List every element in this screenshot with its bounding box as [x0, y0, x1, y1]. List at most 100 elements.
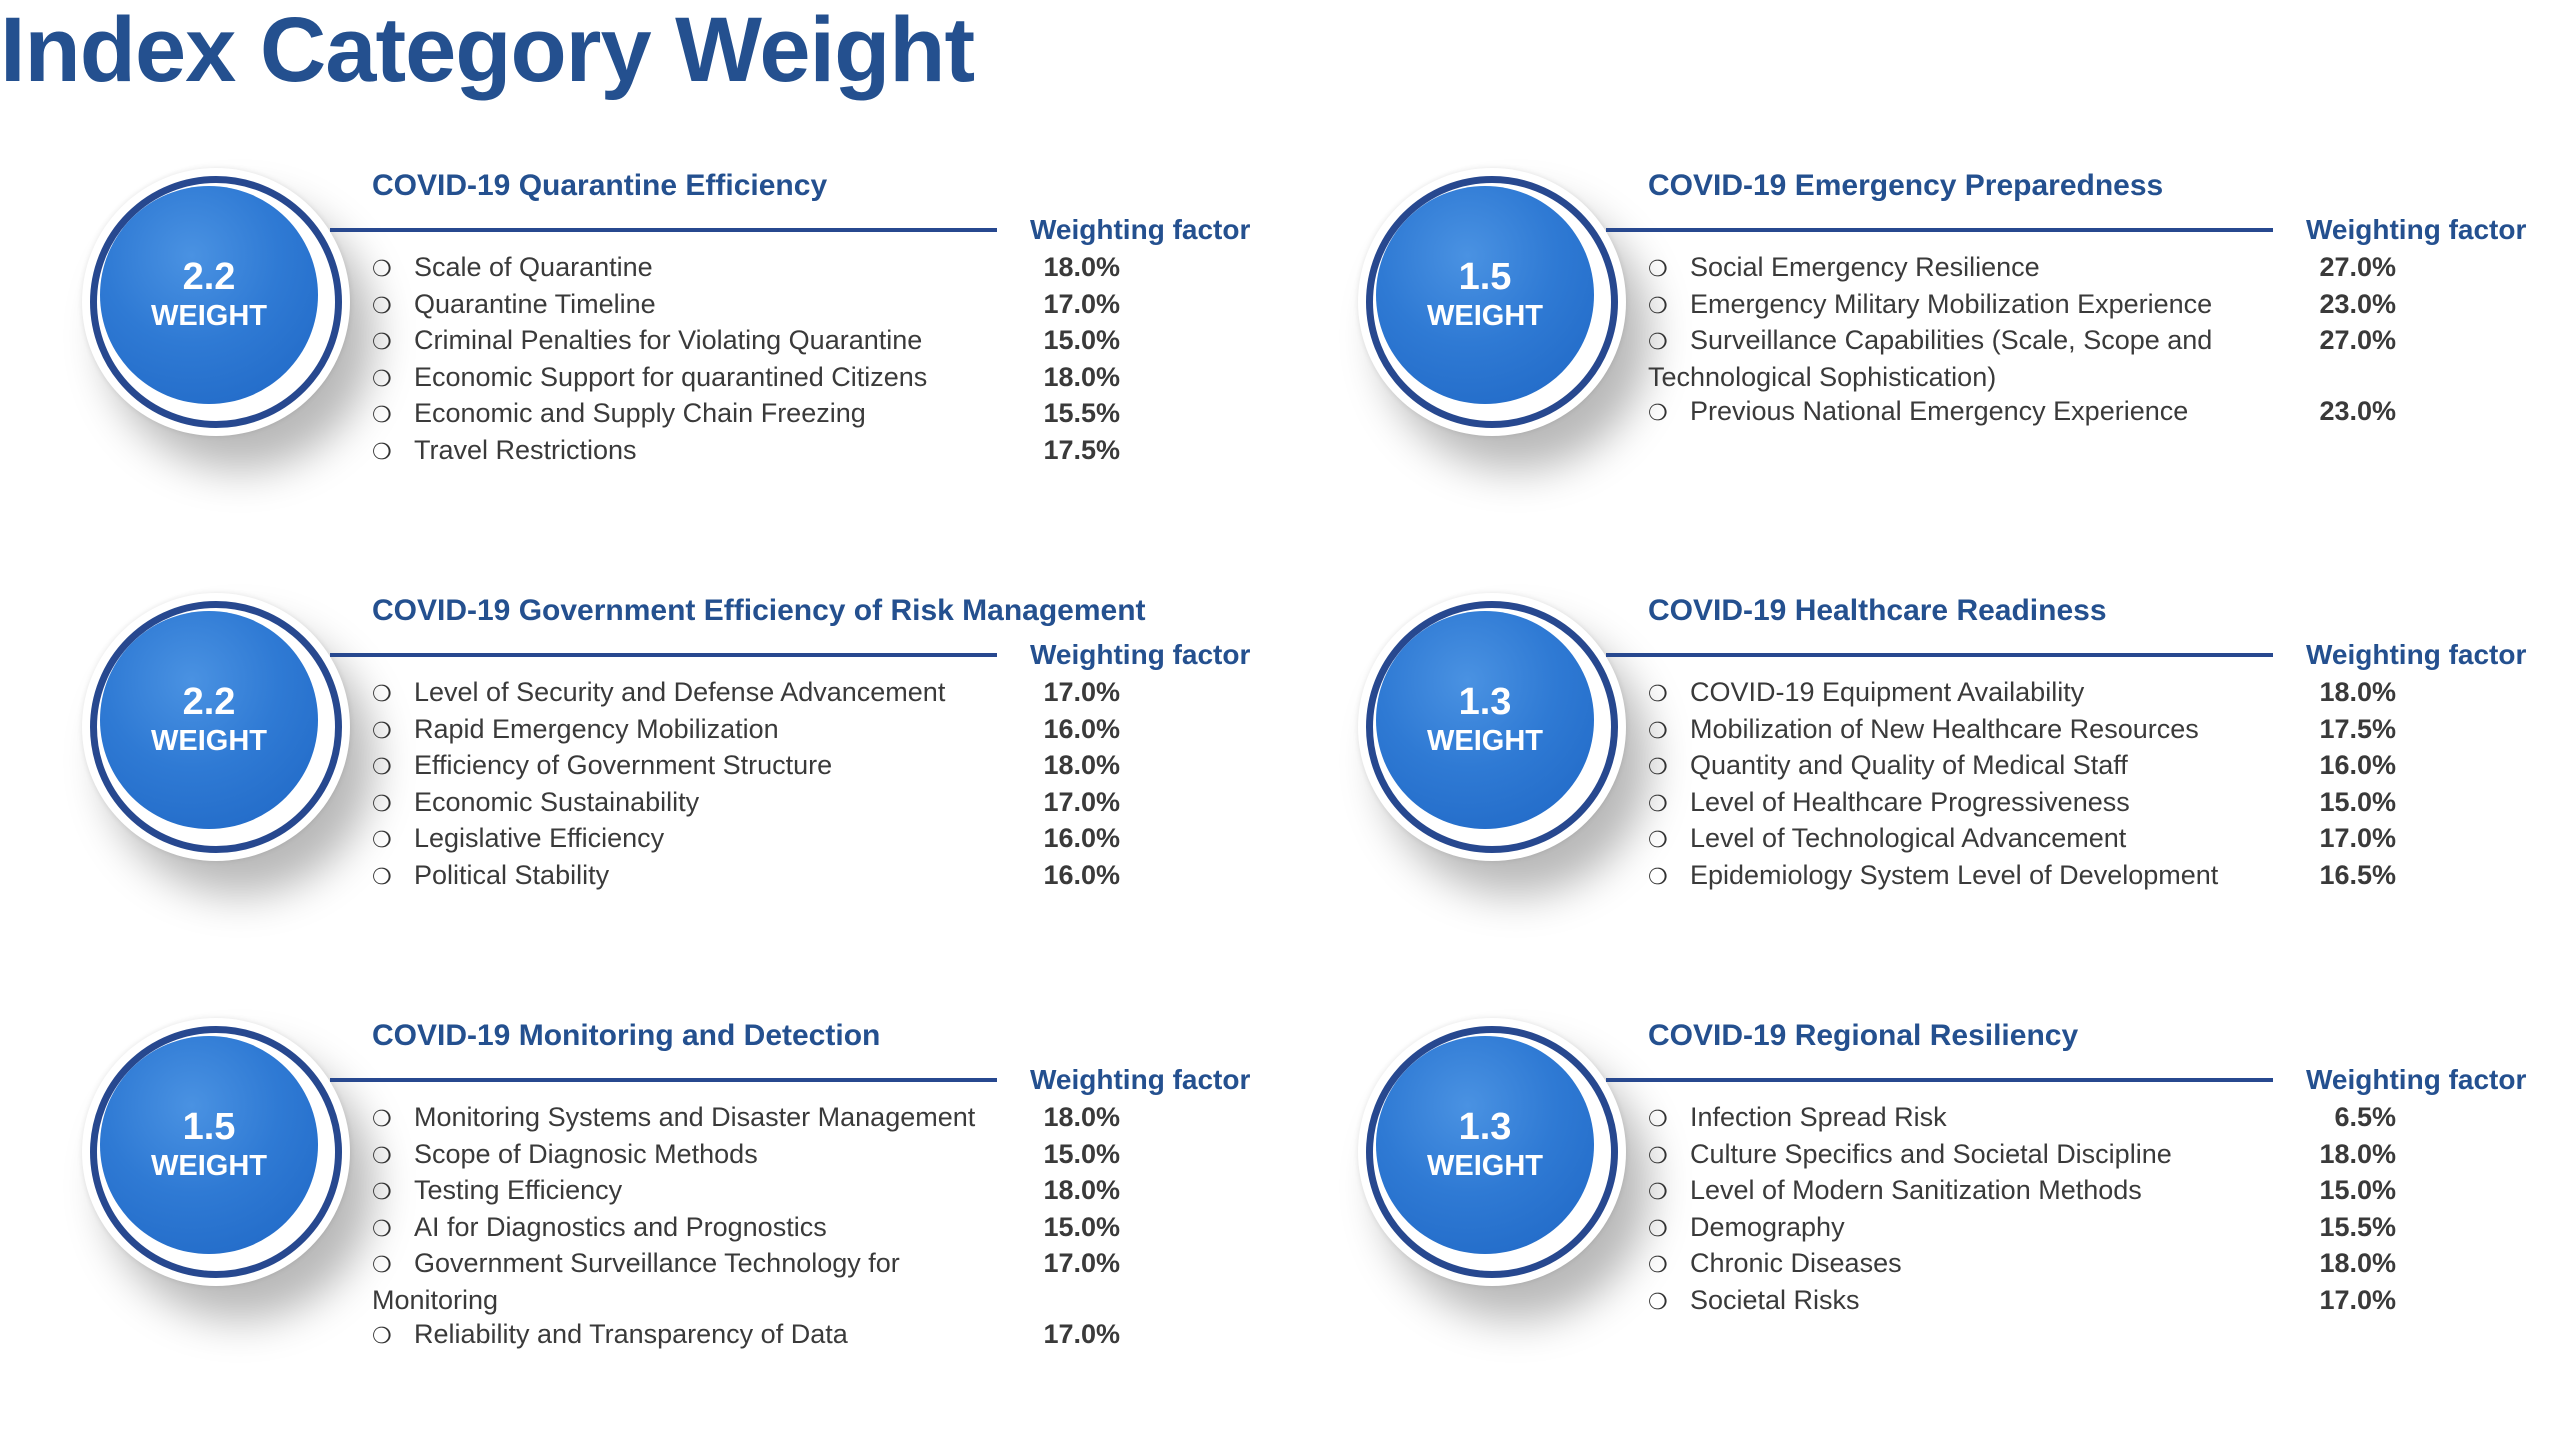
badge-ring: [1366, 1026, 1618, 1278]
item-label-cell: ❍ Legislative Efficiency: [372, 821, 980, 858]
badge-core: 2.2 WEIGHT: [100, 611, 318, 829]
list-item: ❍ Economic Support for quarantined Citize…: [372, 360, 1262, 397]
list-item: ❍ Testing Efficiency 18.0%: [372, 1173, 1262, 1210]
item-value: 18.0%: [1043, 1102, 1120, 1132]
badge-core: 1.3 WEIGHT: [1376, 611, 1594, 829]
item-value: 18.0%: [2319, 677, 2396, 707]
bullet-icon: ❍: [372, 754, 392, 779]
item-value: 17.0%: [2319, 1284, 2396, 1315]
item-label-cell: ❍ Monitoring Systems and Disaster Managem…: [372, 1100, 980, 1137]
list-item: ❍ Criminal Penalties for Violating Quaran…: [372, 323, 1262, 360]
badge-core: 1.5 WEIGHT: [100, 1036, 318, 1254]
list-item: ❍ Efficiency of Government Structure 18.0%: [372, 748, 1262, 785]
weight-badge: 1.3 WEIGHT: [1358, 593, 1626, 861]
factor-list: ❍ Social Emergency Resilience 27.0% ❍ Emerg…: [1648, 250, 2538, 431]
bullet-icon: ❍: [372, 863, 392, 889]
list-item: ❍ Surveillance Capabilities (Scale, Scope…: [1648, 323, 2538, 394]
bullet-icon: ❍: [1648, 717, 1668, 743]
bullet-icon: ❍: [372, 1323, 392, 1348]
item-value: 17.0%: [1043, 1319, 1120, 1349]
item-value: 18.0%: [2319, 1248, 2396, 1278]
item-value: 16.5%: [2319, 859, 2396, 890]
list-item: ❍ Social Emergency Resilience 27.0%: [1648, 250, 2538, 287]
item-label: Quantity and Quality of Medical Staff: [1690, 750, 2128, 780]
bullet-icon: ❍: [372, 717, 392, 743]
item-label: Chronic Diseases: [1690, 1248, 1902, 1278]
bullet-icon: ❍: [1648, 1142, 1668, 1168]
item-label: Quarantine Timeline: [414, 288, 656, 319]
weight-label: WEIGHT: [1427, 300, 1543, 332]
item-label: Scale of Quarantine: [414, 252, 653, 282]
weight-value: 1.5: [182, 1106, 236, 1148]
factor-list: ❍ Level of Security and Defense Advanceme…: [372, 675, 1262, 894]
list-item: ❍ Level of Technological Advancement 17.0%: [1648, 821, 2538, 858]
title-divider: [330, 653, 997, 657]
item-value: 27.0%: [2319, 325, 2396, 355]
item-value: 15.5%: [2319, 1211, 2396, 1242]
list-item: ❍ Political Stability 16.0%: [372, 858, 1262, 895]
list-item: ❍ Economic and Supply Chain Freezing 15.5%: [372, 396, 1262, 433]
item-label-cell: ❍ Epidemiology System Level of Developmen…: [1648, 858, 2256, 895]
item-label-cell: ❍ Economic and Supply Chain Freezing: [372, 396, 980, 433]
item-label: Level of Technological Advancement: [1690, 823, 2127, 853]
list-item: ❍ Quantity and Quality of Medical Staff 16…: [1648, 748, 2538, 785]
item-label-cell: ❍ COVID-19 Equipment Availability: [1648, 675, 2256, 712]
item-label-cell: ❍ Culture Specifics and Societal Discipli…: [1648, 1137, 2256, 1174]
item-label-cell: ❍ Efficiency of Government Structure: [372, 748, 980, 785]
list-item: ❍ Chronic Diseases 18.0%: [1648, 1246, 2538, 1283]
item-value: 23.0%: [2319, 396, 2396, 426]
badge-ring: [1366, 601, 1618, 853]
item-label: Testing Efficiency: [414, 1175, 623, 1205]
item-label: Monitoring Systems and Disaster Manageme…: [414, 1102, 976, 1132]
item-label: Reliability and Transparency of Data: [414, 1319, 848, 1349]
item-label: Economic Sustainability: [414, 786, 700, 817]
weight-badge: 1.5 WEIGHT: [1358, 168, 1626, 436]
weight-label: WEIGHT: [1427, 725, 1543, 757]
list-item: ❍ Level of Modern Sanitization Methods 15.…: [1648, 1173, 2538, 1210]
item-label: Scope of Diagnosic Methods: [414, 1138, 758, 1169]
item-label: Mobilization of New Healthcare Resources: [1690, 713, 2199, 744]
page-title: Index Category Weight: [0, 0, 975, 101]
item-label: Efficiency of Government Structure: [414, 750, 833, 780]
item-label-cell: ❍ Quantity and Quality of Medical Staff: [1648, 748, 2256, 785]
list-item: ❍ Reliability and Transparency of Data 17.…: [372, 1317, 1262, 1354]
item-label-cell: ❍ Government Surveillance Technology for …: [372, 1246, 980, 1317]
weight-value: 1.3: [1458, 681, 1512, 723]
badge-ring: [1366, 176, 1618, 428]
item-label: Previous National Emergency Experience: [1690, 396, 2189, 426]
bullet-icon: ❍: [1648, 256, 1668, 281]
weight-badge: 2.2 WEIGHT: [82, 168, 350, 436]
item-label-cell: ❍ Criminal Penalties for Violating Quaran…: [372, 323, 980, 360]
list-item: ❍ Societal Risks 17.0%: [1648, 1283, 2538, 1320]
category-panel-monitoring-detection: 1.5 WEIGHT COVID-19 Monitoring and Detec…: [0, 1018, 1260, 1438]
weight-value: 2.2: [182, 681, 236, 723]
title-divider: [1606, 228, 2273, 232]
list-item: ❍ Level of Security and Defense Advanceme…: [372, 675, 1262, 712]
item-label-cell: ❍ Scale of Quarantine: [372, 250, 980, 287]
list-item: ❍ Level of Healthcare Progressiveness 15.0…: [1648, 785, 2538, 822]
item-label-cell: ❍ Testing Efficiency: [372, 1173, 980, 1210]
bullet-icon: ❍: [1648, 1106, 1668, 1131]
item-value: 15.5%: [1043, 398, 1120, 428]
bullet-icon: ❍: [1648, 754, 1668, 779]
item-label: Criminal Penalties for Violating Quarant…: [414, 325, 923, 355]
weight-value: 1.3: [1458, 1106, 1512, 1148]
item-value: 18.0%: [2319, 1138, 2396, 1169]
category-panel-quarantine-efficiency: 2.2 WEIGHT COVID-19 Quarantine Efficienc…: [0, 168, 1260, 588]
item-label: Social Emergency Resilience: [1690, 252, 2040, 282]
bullet-icon: ❍: [372, 402, 392, 427]
item-value: 17.5%: [2319, 713, 2396, 744]
item-label-cell: ❍ Surveillance Capabilities (Scale, Scope…: [1648, 323, 2256, 394]
item-label: Surveillance Capabilities (Scale, Scope …: [1648, 325, 2213, 392]
weight-label: WEIGHT: [151, 1150, 267, 1182]
weight-badge: 1.5 WEIGHT: [82, 1018, 350, 1286]
category-title: COVID-19 Quarantine Efficiency: [372, 169, 828, 202]
item-label-cell: ❍ Reliability and Transparency of Data: [372, 1317, 980, 1354]
item-value: 27.0%: [2319, 252, 2396, 282]
bullet-icon: ❍: [372, 681, 392, 706]
list-item: ❍ Emergency Military Mobilization Experie…: [1648, 287, 2538, 324]
category-panel-healthcare-readiness: 1.3 WEIGHT COVID-19 Healthcare Readiness…: [1276, 593, 2536, 1013]
title-divider: [1606, 1078, 2273, 1082]
bullet-icon: ❍: [372, 790, 392, 816]
badge-ring: [90, 601, 342, 853]
